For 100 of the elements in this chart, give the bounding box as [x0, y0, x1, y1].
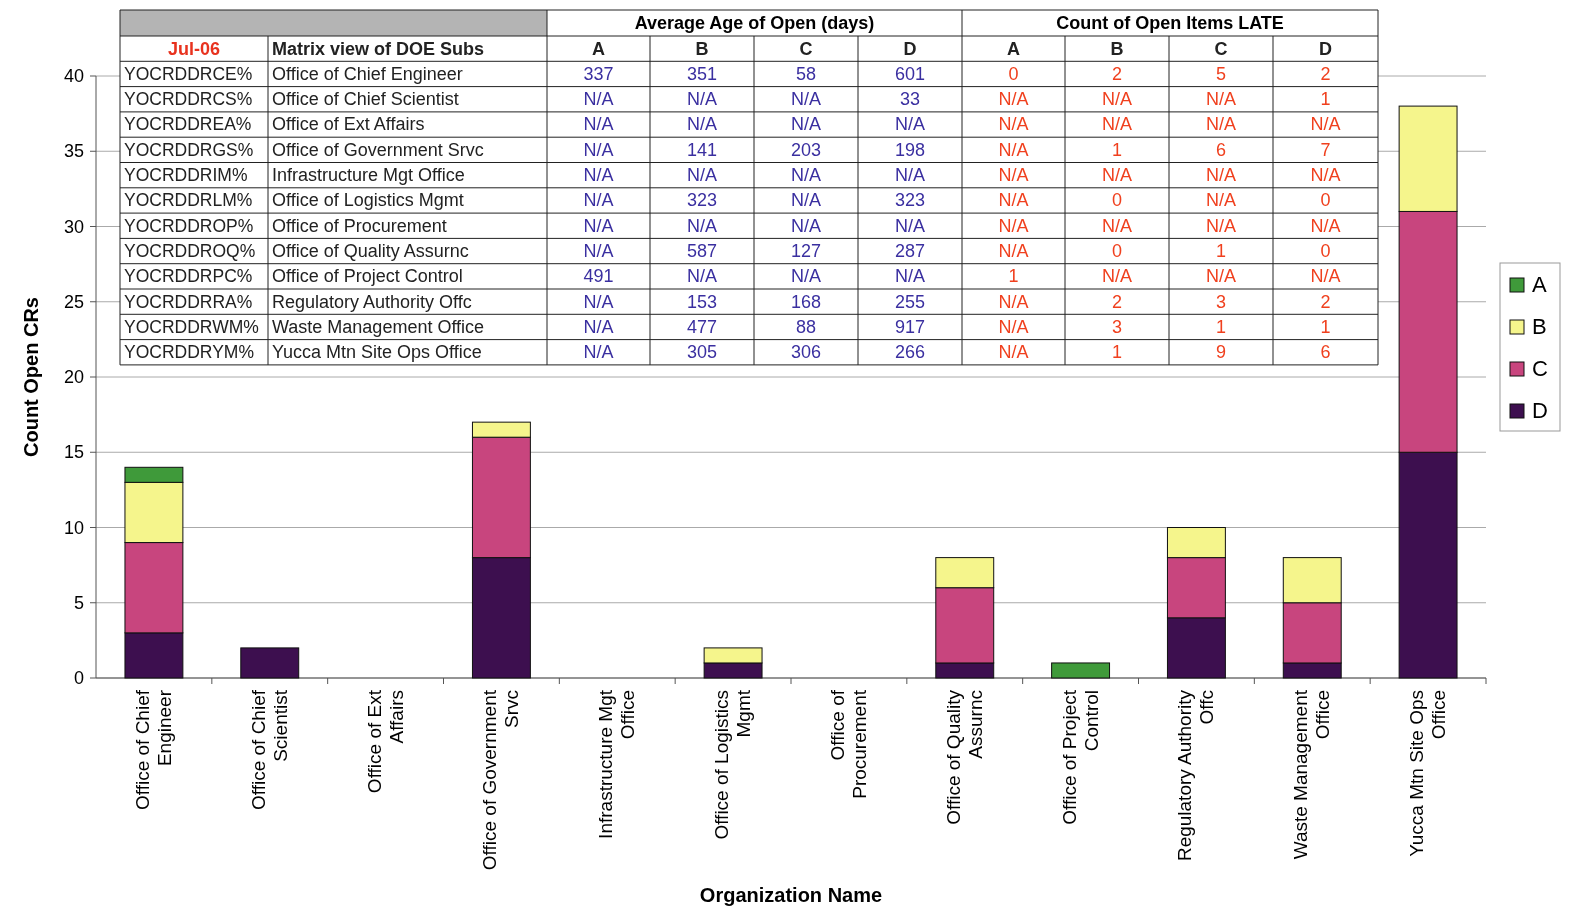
annotation: 6	[1320, 342, 1331, 363]
annotation: 88	[795, 316, 817, 337]
x-tick-label: Office of Government Srvc	[479, 689, 523, 871]
text: D	[1319, 38, 1332, 59]
annotation: 7	[1320, 139, 1331, 160]
x-tick-label: Office of Ext Affairs	[363, 689, 407, 794]
annotation: 203	[790, 139, 822, 160]
text: D	[903, 38, 917, 59]
y-tick-label: 25	[63, 291, 84, 312]
annotation: 0	[1111, 240, 1123, 261]
y-tick-label: 15	[63, 442, 84, 463]
legend-label: C	[1532, 356, 1548, 381]
annotation: N/A	[998, 190, 1029, 211]
text: A	[592, 38, 605, 59]
text: Count of Open Items LATE	[1056, 13, 1284, 33]
annotation: 0	[1320, 190, 1331, 211]
text: Matrix view of DOE Subs	[272, 38, 485, 59]
annotation: N/A	[1101, 266, 1133, 287]
annotation: 306	[790, 342, 822, 363]
annotation: 3	[1215, 291, 1227, 312]
annotation: N/A	[790, 165, 822, 185]
annotation: Office of Procurement	[272, 215, 447, 236]
annotation: N/A	[583, 316, 614, 337]
annotation: N/A	[998, 240, 1029, 261]
annotation: N/A	[790, 215, 822, 236]
x-tick-label: Office of Quality Assurnc	[942, 689, 986, 825]
x-tick-label: Infrastructure Mgt Office	[595, 689, 639, 839]
annotation: 0	[1008, 63, 1019, 84]
legend-label: D	[1532, 398, 1548, 423]
annotation: YOCRDDRPC%	[124, 266, 253, 287]
text: Average Age of Open (days)	[634, 13, 875, 33]
annotation: 1	[1008, 266, 1019, 287]
annotation: N/A	[790, 266, 822, 287]
bar	[1051, 662, 1111, 679]
annotation: 351	[686, 63, 718, 84]
y-tick-label: 10	[63, 517, 84, 538]
annotation: N/A	[1101, 89, 1133, 110]
text: A	[1007, 38, 1020, 59]
x-tick-label: Office of Procurement	[826, 689, 870, 799]
text: C	[799, 38, 813, 59]
y-tick-label: 20	[63, 367, 84, 387]
y-axis-title: Count Open CRs	[20, 297, 42, 457]
annotation: N/A	[998, 342, 1029, 363]
x-tick-label: Yucca Mtn Site Ops Office	[1406, 690, 1450, 857]
annotation: YOCRDDRGS%	[124, 139, 254, 160]
annotation: Office of Chief Engineer	[272, 63, 463, 84]
annotation: YOCRDDRCS%	[124, 89, 253, 110]
annotation: 601	[894, 63, 926, 84]
y-tick-label: 30	[63, 216, 84, 237]
annotation: 168	[790, 291, 822, 312]
annotation: YOCRDDREA%	[124, 114, 252, 135]
annotation: 2	[1320, 291, 1331, 312]
annotation: YOCRDDRRA%	[124, 291, 253, 312]
annotation: N/A	[1310, 165, 1341, 185]
annotation: N/A	[583, 342, 614, 363]
annotation: 0	[1111, 190, 1123, 211]
x-tick-label: Office of Chief Scientist	[247, 689, 291, 811]
annotation: 2	[1320, 63, 1331, 84]
annotation: 58	[795, 63, 817, 84]
annotation: 1	[1320, 89, 1331, 110]
annotation: 3	[1111, 316, 1123, 337]
annotation: N/A	[583, 215, 614, 236]
annotation: N/A	[998, 89, 1029, 110]
annotation: N/A	[790, 190, 822, 211]
annotation: 917	[894, 316, 926, 337]
annotation: Office of Project Control	[272, 266, 463, 287]
y-tick-label: 35	[63, 141, 84, 162]
annotation: 266	[894, 342, 926, 363]
annotation: Office of Logistics Mgmt	[272, 190, 464, 211]
annotation: N/A	[1205, 114, 1237, 135]
x-tick-label: Office of Project Control	[1058, 689, 1102, 825]
annotation: 1	[1111, 342, 1123, 363]
annotation: N/A	[1101, 114, 1133, 135]
annotation: 255	[894, 291, 926, 312]
text: B	[1110, 38, 1124, 59]
annotation: N/A	[583, 190, 614, 211]
text: Jul-06	[167, 38, 221, 59]
annotation: N/A	[1310, 266, 1341, 287]
y-tick-label: 5	[73, 592, 84, 613]
annotation: N/A	[1205, 165, 1237, 185]
annotation: N/A	[583, 89, 614, 110]
annotation: 5	[1215, 63, 1227, 84]
x-tick-label: Regulatory Authority Offc	[1174, 689, 1218, 862]
annotation: N/A	[894, 165, 926, 185]
annotation: N/A	[894, 215, 926, 236]
annotation: N/A	[686, 89, 718, 110]
annotation: 198	[894, 139, 926, 160]
annotation: 305	[686, 342, 718, 363]
annotation: 477	[686, 316, 718, 337]
annotation: YOCRDDROP%	[124, 215, 254, 236]
annotation: N/A	[686, 165, 718, 185]
annotation: N/A	[1205, 190, 1237, 211]
annotation: 127	[790, 240, 822, 261]
annotation: Waste Management Office	[272, 316, 485, 337]
annotation: N/A	[894, 266, 926, 287]
annotation: N/A	[1310, 215, 1341, 236]
annotation: N/A	[686, 266, 718, 287]
annotation: N/A	[1310, 114, 1341, 135]
bar	[240, 647, 300, 679]
x-axis-title: Organization Name	[699, 884, 883, 906]
